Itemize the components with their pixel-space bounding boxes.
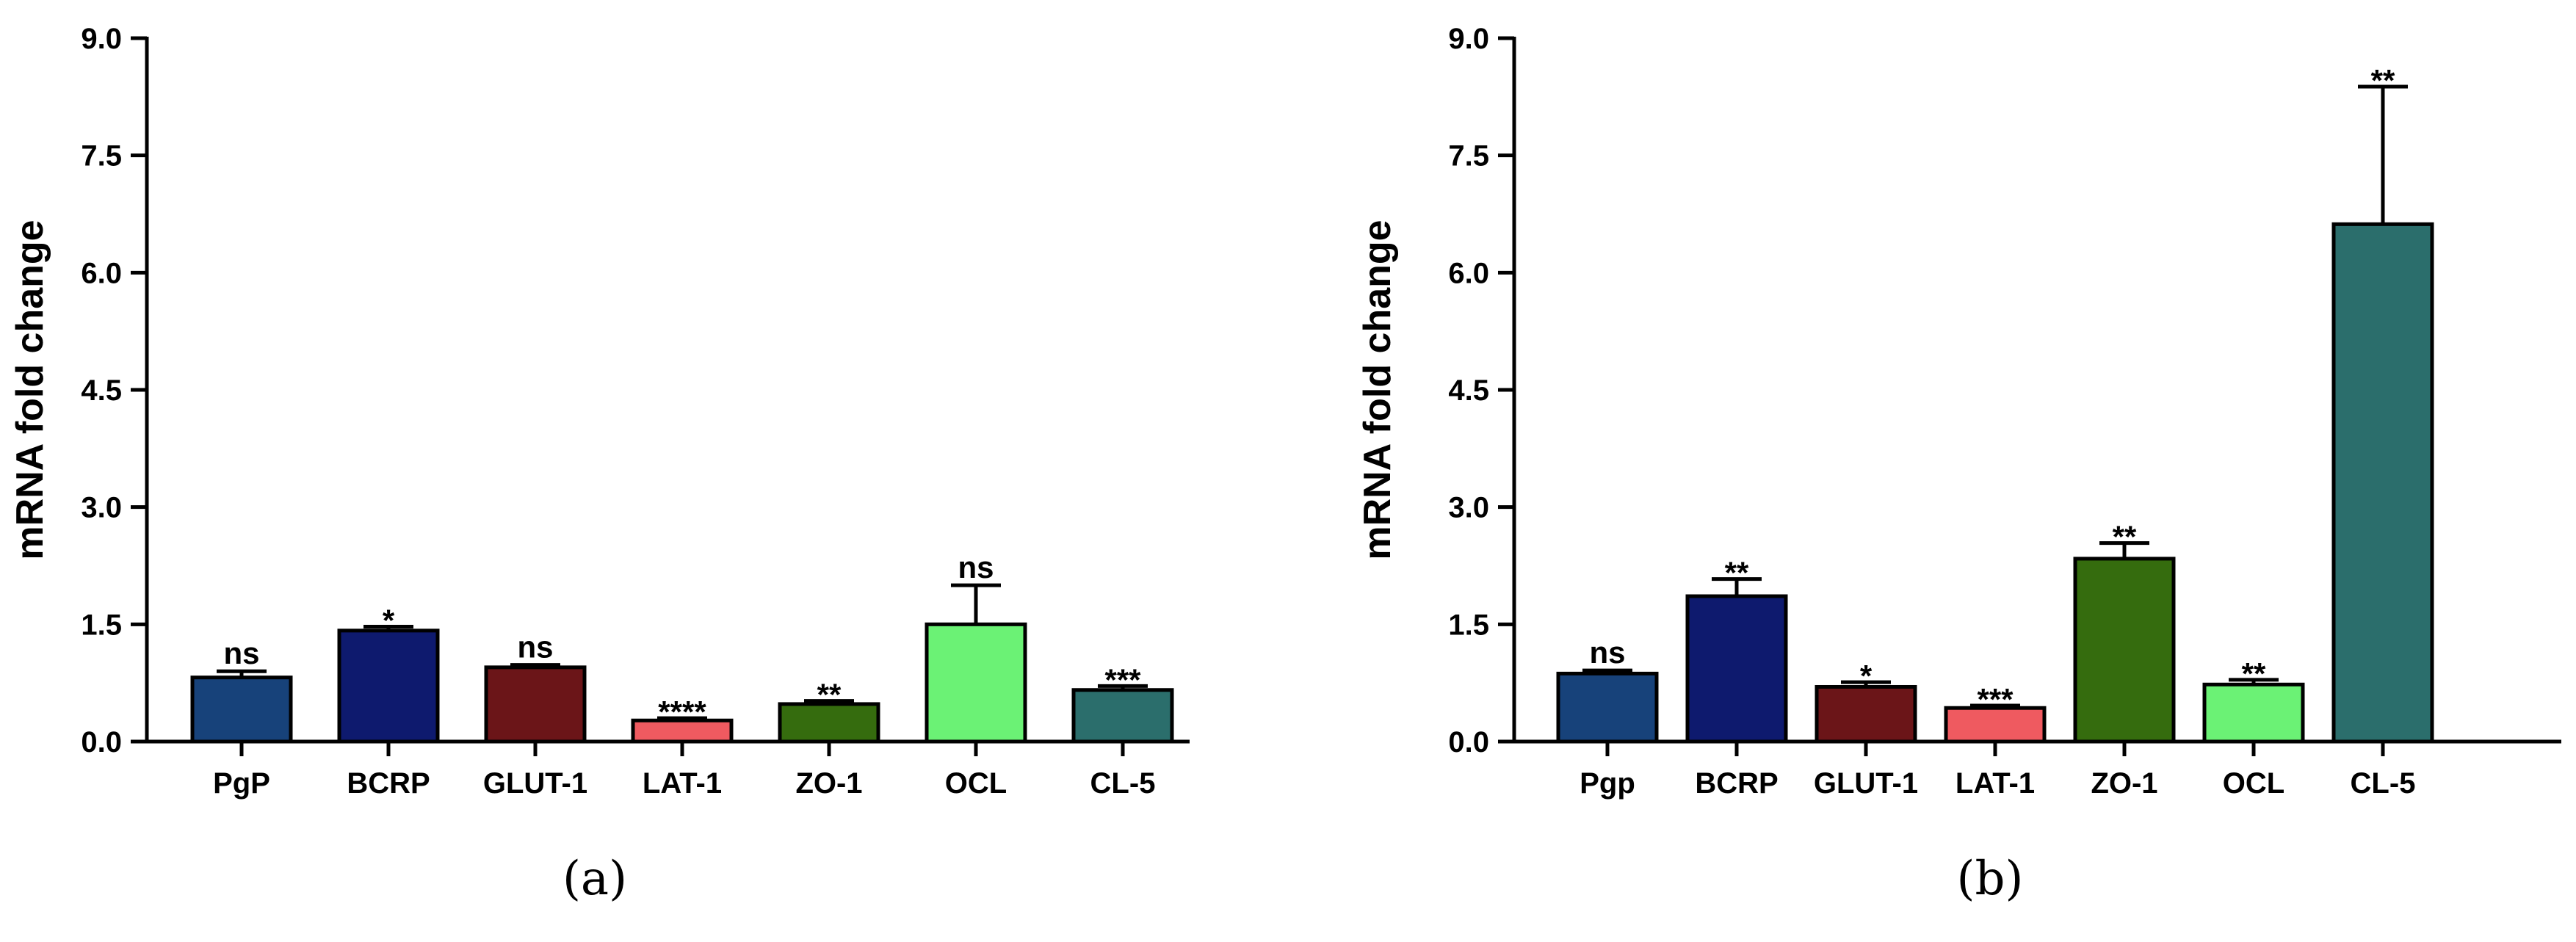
x-tick-label: ZO-1: [2091, 767, 2157, 800]
significance-label: **: [2371, 63, 2395, 98]
x-tick-label: LAT-1: [643, 767, 722, 800]
x-tick-label: GLUT-1: [1814, 767, 1918, 800]
y-tick-label: 4.5: [81, 374, 122, 407]
panel-label: (b): [1957, 852, 2024, 906]
y-tick-label: 7.5: [1448, 140, 1489, 173]
x-tick-label: BCRP: [347, 767, 430, 800]
x-tick-label: CL-5: [1090, 767, 1156, 800]
x-tick-label: OCL: [2223, 767, 2284, 800]
significance-label: ns: [223, 636, 259, 670]
significance-label: **: [1725, 556, 1749, 590]
y-tick-label: 3.0: [81, 492, 122, 524]
significance-label: *: [383, 604, 395, 638]
panel-label: (a): [562, 852, 627, 906]
bar-glut-1: [1815, 684, 1917, 744]
x-tick-label: GLUT-1: [483, 767, 587, 800]
bar-lat-1: [1944, 706, 2047, 744]
y-tick-label: 7.5: [81, 140, 122, 173]
significance-label: **: [2242, 656, 2266, 691]
x-tick-label: Pgp: [1580, 767, 1635, 800]
y-tick-label: 9.0: [81, 23, 122, 55]
y-axis-title: mRNA fold change: [1356, 220, 1399, 559]
significance-label: ns: [958, 550, 994, 584]
significance-label: ****: [658, 695, 706, 729]
x-tick-label: PgP: [213, 767, 270, 800]
x-tick-label: LAT-1: [1955, 767, 2035, 800]
y-tick-label: 1.5: [81, 609, 122, 641]
x-tick-label: OCL: [945, 767, 1007, 800]
significance-label: ns: [1589, 635, 1625, 670]
bar-bcrp: [1685, 594, 1788, 744]
bar-pgp: [1556, 671, 1659, 744]
significance-label: *: [1860, 659, 1873, 693]
y-axis-title: mRNA fold change: [9, 220, 51, 559]
bar-zo-1: [778, 702, 880, 744]
y-tick-label: 6.0: [1448, 257, 1489, 289]
chart-panel-a: 0.0 1.5 3.0 4.5 6.0 7.5 9.0 mRNA fold change PgP…: [9, 23, 1190, 906]
significance-label: ***: [1104, 662, 1141, 697]
bar-ocl: [2202, 682, 2305, 744]
y-tick-label: 9.0: [1448, 23, 1489, 55]
significance-label: ***: [1977, 682, 2014, 717]
significance-label: **: [817, 678, 842, 712]
x-tick-label: CL-5: [2351, 767, 2416, 800]
bar-cl-5: [2331, 222, 2434, 744]
significance-label: **: [2113, 520, 2137, 554]
x-tick-label: ZO-1: [795, 767, 862, 800]
y-tick-label: 3.0: [1448, 492, 1489, 524]
y-tick-label: 0.0: [1448, 726, 1489, 758]
significance-label: ns: [517, 630, 553, 664]
y-tick-label: 6.0: [81, 257, 122, 289]
y-tick-label: 1.5: [1448, 609, 1489, 641]
bar-pgp: [190, 675, 293, 744]
bar-zo-1: [2073, 557, 2176, 744]
bar-cl-5: [1071, 688, 1174, 744]
chart-panel-b: 0.0 1.5 3.0 4.5 6.0 7.5 9.0 mRNA fold change Pgp…: [1356, 23, 2561, 906]
y-tick-label: 0.0: [81, 726, 122, 758]
y-tick-label: 4.5: [1448, 374, 1489, 407]
x-tick-label: BCRP: [1695, 767, 1778, 800]
bar-bcrp: [337, 628, 440, 744]
bar-ocl: [925, 622, 1027, 744]
bar-glut-1: [484, 665, 587, 744]
